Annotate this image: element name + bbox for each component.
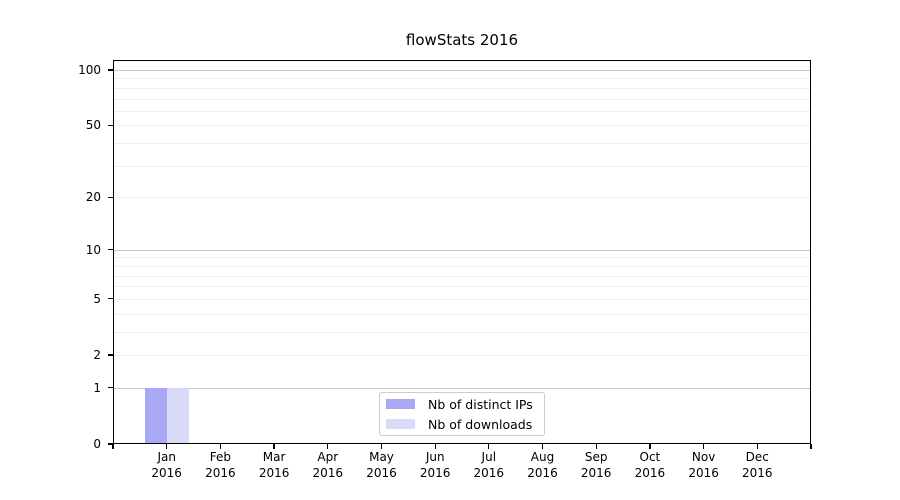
minor-gridline bbox=[113, 98, 811, 100]
x-tick-label: Oct 2016 bbox=[607, 450, 693, 481]
x-tick bbox=[488, 444, 490, 449]
x-tick-label-year: 2016 bbox=[742, 465, 773, 480]
x-tick-label: Nov 2016 bbox=[661, 450, 747, 481]
x-tick bbox=[434, 444, 436, 449]
y-tick-label: 0 bbox=[93, 437, 101, 451]
x-tick-label-month: Nov bbox=[691, 450, 716, 464]
minor-gridline bbox=[113, 78, 811, 80]
x-tick-label: Feb 2016 bbox=[177, 450, 263, 481]
x-tick-label-month: Apr bbox=[317, 450, 339, 464]
x-tick-label-year: 2016 bbox=[419, 465, 451, 480]
x-tick-label-month: Jul bbox=[481, 450, 497, 464]
y-tick bbox=[108, 196, 113, 198]
minor-gridline bbox=[113, 355, 811, 356]
x-tick-label-year: 2016 bbox=[366, 465, 397, 480]
x-tick bbox=[219, 444, 221, 449]
y-tick-label: 1 bbox=[93, 380, 101, 395]
x-tick-label-month: Oct bbox=[639, 450, 661, 464]
minor-gridline bbox=[113, 275, 811, 277]
minor-gridline bbox=[113, 87, 811, 89]
legend-label-downloads: Nb of downloads bbox=[428, 416, 533, 432]
y-tick bbox=[108, 443, 113, 445]
x-tick-label-month: Mar bbox=[262, 450, 286, 464]
x-tick-label: Aug 2016 bbox=[500, 450, 586, 481]
y-tick bbox=[108, 387, 113, 389]
x-tick bbox=[595, 444, 597, 449]
x-tick bbox=[273, 444, 275, 449]
x-tick-label-year: 2016 bbox=[258, 465, 290, 480]
y-tick bbox=[108, 249, 113, 251]
x-tick-label-month: Dec bbox=[745, 450, 769, 464]
x-tick bbox=[703, 444, 705, 449]
minor-gridline bbox=[113, 257, 811, 259]
x-tick-label: Jul 2016 bbox=[446, 450, 532, 481]
x-tick-label-month: Aug bbox=[530, 450, 555, 464]
x-tick-label-year: 2016 bbox=[205, 465, 236, 480]
minor-gridline bbox=[113, 143, 811, 144]
x-tick-label: Mar 2016 bbox=[231, 450, 317, 481]
x-tick-label-year: 2016 bbox=[688, 465, 719, 480]
x-tick-label: May 2016 bbox=[339, 450, 425, 481]
minor-gridline bbox=[113, 298, 811, 300]
x-tick-label-year: 2016 bbox=[473, 465, 505, 480]
legend: Nb of distinct IPs Nb of downloads bbox=[379, 392, 545, 436]
legend-item-distinct-ips: Nb of distinct IPs bbox=[380, 395, 544, 413]
bar bbox=[144, 387, 167, 444]
x-tick bbox=[327, 444, 329, 449]
y-tick-label: 5 bbox=[93, 291, 101, 306]
legend-label-distinct-ips: Nb of distinct IPs bbox=[428, 396, 533, 412]
bar bbox=[166, 387, 189, 444]
x-tick bbox=[649, 444, 651, 449]
x-tick-label-year: 2016 bbox=[580, 465, 612, 480]
legend-swatch-distinct-ips bbox=[386, 399, 415, 409]
x-tick-label: Jan 2016 bbox=[124, 450, 210, 481]
y-tick-label: 100 bbox=[78, 63, 101, 77]
y-tick bbox=[108, 69, 113, 71]
x-tick-label-month: May bbox=[369, 450, 394, 464]
y-tick bbox=[108, 298, 113, 300]
x-tick bbox=[380, 444, 383, 449]
plot-area bbox=[113, 60, 811, 444]
y-tick bbox=[108, 124, 113, 126]
x-tick-label-year: 2016 bbox=[151, 465, 182, 480]
minor-gridline bbox=[113, 165, 811, 167]
y-tick-label: 10 bbox=[85, 242, 101, 257]
x-tick-label: Jun 2016 bbox=[392, 450, 478, 481]
minor-gridline bbox=[113, 125, 811, 127]
minor-gridline bbox=[113, 313, 811, 315]
y-tick-label: 2 bbox=[93, 348, 101, 362]
legend-item-downloads: Nb of downloads bbox=[380, 415, 544, 433]
minor-gridline bbox=[113, 331, 811, 333]
x-tick-label: Sep 2016 bbox=[553, 450, 639, 481]
x-tick-label: Apr 2016 bbox=[285, 450, 371, 481]
major-gridline bbox=[113, 249, 811, 251]
major-gridline bbox=[113, 387, 811, 389]
x-tick bbox=[756, 444, 758, 449]
x-tick-label-year: 2016 bbox=[312, 465, 344, 480]
x-tick bbox=[541, 444, 544, 449]
x-tick-label: Dec 2016 bbox=[714, 450, 800, 481]
x-tick-label-month: Feb bbox=[209, 450, 232, 464]
x-tick-label-year: 2016 bbox=[527, 465, 558, 480]
x-tick-label-month: Sep bbox=[584, 450, 608, 464]
x-tick bbox=[112, 444, 114, 449]
legend-swatch-downloads bbox=[386, 419, 415, 429]
x-tick-label-month: Jan bbox=[157, 450, 176, 464]
y-tick-label: 50 bbox=[85, 118, 101, 133]
y-tick-label: 20 bbox=[85, 190, 101, 205]
minor-gridline bbox=[113, 110, 811, 112]
y-tick bbox=[108, 354, 113, 356]
x-tick-label-year: 2016 bbox=[634, 465, 666, 480]
minor-gridline bbox=[113, 265, 811, 267]
x-tick bbox=[810, 444, 812, 449]
x-tick-label-month: Jun bbox=[425, 450, 445, 464]
minor-gridline bbox=[113, 197, 811, 199]
x-tick bbox=[166, 444, 168, 449]
major-gridline bbox=[113, 70, 811, 71]
chart-title: flowStats 2016 bbox=[405, 31, 519, 49]
minor-gridline bbox=[113, 286, 811, 288]
